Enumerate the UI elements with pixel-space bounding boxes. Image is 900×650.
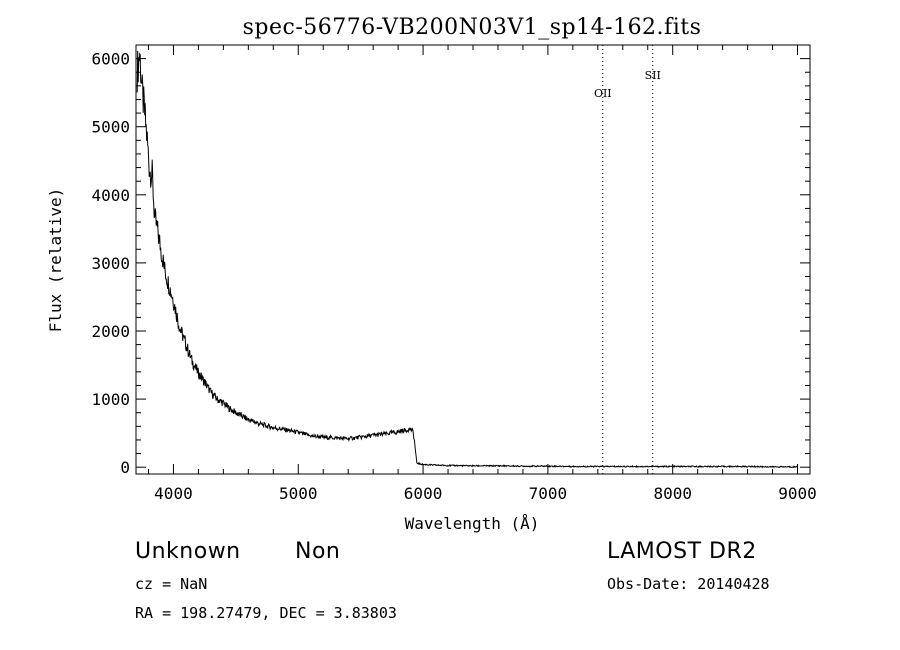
x-tick-label: 6000 xyxy=(404,484,443,503)
x-axis-label: Wavelength (Å) xyxy=(405,514,540,533)
y-tick-label: 0 xyxy=(120,458,130,477)
chart-title: spec-56776-VB200N03V1_sp14-162.fits xyxy=(243,15,702,40)
y-axis-label: Flux (relative) xyxy=(46,188,65,333)
redshift-info: cz = NaN xyxy=(135,575,208,593)
y-tick-label: 2000 xyxy=(91,322,130,341)
spectrum-line xyxy=(136,50,798,469)
emission-line-label: OII xyxy=(594,87,612,100)
plot-frame xyxy=(135,44,811,475)
observation-date: Obs-Date: 20140428 xyxy=(607,575,770,593)
plot-area: 4000 5000 6000 7000 8000 9000 0 1000 2000 3000 400… xyxy=(91,44,817,503)
y-tick-label: 5000 xyxy=(91,118,130,137)
emission-line-label: SII xyxy=(645,69,661,82)
y-tick-label: 4000 xyxy=(91,186,130,205)
x-tick-label: 7000 xyxy=(529,484,568,503)
x-tick-label: 9000 xyxy=(778,484,817,503)
x-tick-label: 4000 xyxy=(154,484,193,503)
x-tick-label: 8000 xyxy=(653,484,692,503)
x-tick-label: 5000 xyxy=(279,484,318,503)
y-tick-label: 3000 xyxy=(91,254,130,273)
y-tick-label: 1000 xyxy=(91,390,130,409)
y-tick-label: 6000 xyxy=(91,50,130,69)
class-label: Unknown xyxy=(135,539,241,564)
coordinates-info: RA = 198.27479, DEC = 3.83803 xyxy=(135,604,397,622)
subclass-label: Non xyxy=(295,539,341,564)
survey-label: LAMOST DR2 xyxy=(607,539,757,564)
